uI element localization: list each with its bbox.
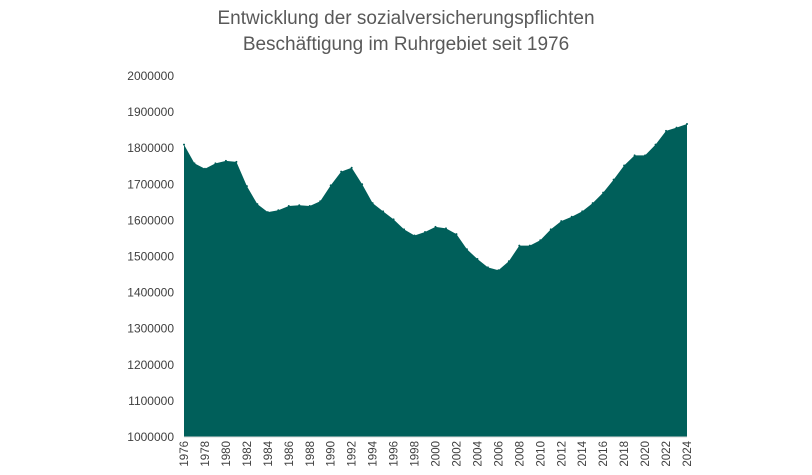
- data-point-2013: [570, 215, 573, 218]
- y-tick-label: 1700000: [127, 177, 174, 191]
- y-tick-label: 1400000: [127, 286, 174, 300]
- x-tick-label: 2004: [472, 440, 484, 466]
- data-point-2016: [602, 191, 605, 194]
- data-point-2020: [644, 154, 647, 157]
- data-point-2008: [518, 244, 521, 247]
- y-tick-label: 1900000: [127, 105, 174, 119]
- data-point-1982: [245, 185, 248, 188]
- data-point-2023: [675, 126, 678, 129]
- data-point-2006: [497, 269, 500, 272]
- x-tick-label: 2016: [598, 441, 610, 467]
- data-point-1977: [193, 162, 196, 165]
- y-tick-label: 1800000: [127, 141, 174, 155]
- area-series: [184, 124, 687, 437]
- x-tick-label: 2010: [535, 441, 547, 467]
- chart-title: Entwicklung der sozialversicherungspflic…: [0, 6, 812, 58]
- data-point-1996: [392, 218, 395, 221]
- x-tick-label: 1980: [221, 441, 233, 467]
- x-tick-label: 2008: [514, 441, 526, 467]
- data-point-2019: [633, 154, 636, 157]
- data-point-1997: [403, 228, 406, 231]
- data-point-1981: [235, 160, 238, 163]
- y-axis: 1000000 1100000 1200000 1300000 1400000 15000…: [127, 69, 174, 444]
- x-tick-label: 1982: [242, 441, 254, 467]
- data-point-1976: [183, 143, 185, 146]
- data-point-1987: [298, 204, 301, 207]
- data-point-1984: [266, 211, 269, 214]
- x-tick-label: 1978: [200, 441, 212, 467]
- y-tick-label: 2000000: [127, 69, 174, 83]
- data-point-2002: [455, 233, 458, 236]
- x-tick-label: 2018: [619, 441, 631, 467]
- data-point-2021: [654, 143, 657, 146]
- data-point-1999: [424, 230, 427, 233]
- data-point-2001: [444, 227, 447, 230]
- chart-title-line-1: Entwicklung der sozialversicherungspflic…: [217, 8, 595, 29]
- data-point-1998: [413, 234, 416, 237]
- x-tick-label: 2006: [493, 441, 505, 467]
- x-tick-label: 1996: [389, 441, 401, 467]
- x-tick-label: 2024: [682, 440, 694, 466]
- data-point-2024: [686, 123, 688, 126]
- data-point-2015: [591, 202, 594, 205]
- x-tick-label: 2002: [451, 441, 463, 467]
- x-tick-label: 2014: [577, 440, 589, 466]
- data-point-1991: [340, 170, 343, 173]
- y-tick-label: 1300000: [127, 322, 174, 336]
- x-tick-label: 1988: [305, 441, 317, 467]
- data-point-1988: [308, 204, 311, 207]
- data-point-2014: [581, 210, 584, 213]
- y-tick-label: 1000000: [127, 430, 174, 444]
- data-point-1995: [382, 210, 385, 213]
- x-tick-label: 1990: [326, 441, 338, 467]
- x-tick-label: 2020: [640, 441, 652, 467]
- plot-area: [183, 123, 688, 437]
- data-point-2004: [476, 258, 479, 261]
- data-point-1978: [203, 167, 206, 170]
- data-point-2017: [612, 178, 615, 181]
- x-tick-label: 2000: [431, 441, 443, 467]
- chart-title-line-2: Beschäftigung im Ruhrgebiet seit 1976: [242, 34, 570, 55]
- x-axis: 1976 1978 1980 1982 1984 1986 1988 1990 1992 1994…: [179, 436, 694, 467]
- data-point-2007: [507, 260, 510, 263]
- x-tick-label: 2022: [661, 441, 673, 467]
- data-point-2000: [434, 225, 437, 228]
- x-tick-label: 1998: [410, 441, 422, 467]
- x-tick-label: 1976: [179, 441, 191, 467]
- data-point-2011: [549, 228, 552, 231]
- data-point-2018: [623, 164, 626, 167]
- data-point-1989: [319, 200, 322, 203]
- data-point-1993: [361, 183, 364, 186]
- x-tick-label: 1986: [284, 441, 296, 467]
- data-point-1979: [214, 162, 217, 165]
- y-tick-label: 1200000: [127, 358, 174, 372]
- x-tick-label: 1984: [263, 440, 275, 466]
- data-point-1992: [350, 166, 353, 169]
- data-point-2005: [486, 266, 489, 269]
- x-tick-label: 1994: [368, 440, 380, 466]
- data-point-1985: [277, 209, 280, 212]
- y-tick-label: 1100000: [128, 394, 174, 408]
- data-point-1986: [287, 204, 290, 207]
- data-point-2010: [539, 239, 542, 242]
- data-point-1994: [371, 202, 374, 205]
- data-point-2009: [528, 244, 531, 247]
- data-point-2012: [560, 220, 563, 223]
- data-point-2003: [465, 248, 468, 251]
- x-tick-label: 1992: [347, 441, 359, 467]
- data-point-1983: [256, 203, 259, 206]
- data-point-1980: [224, 159, 227, 162]
- x-tick-label: 2012: [556, 441, 568, 467]
- data-point-1990: [329, 184, 332, 187]
- data-point-2022: [665, 129, 668, 132]
- y-tick-label: 1600000: [127, 213, 174, 227]
- y-tick-label: 1500000: [127, 250, 174, 264]
